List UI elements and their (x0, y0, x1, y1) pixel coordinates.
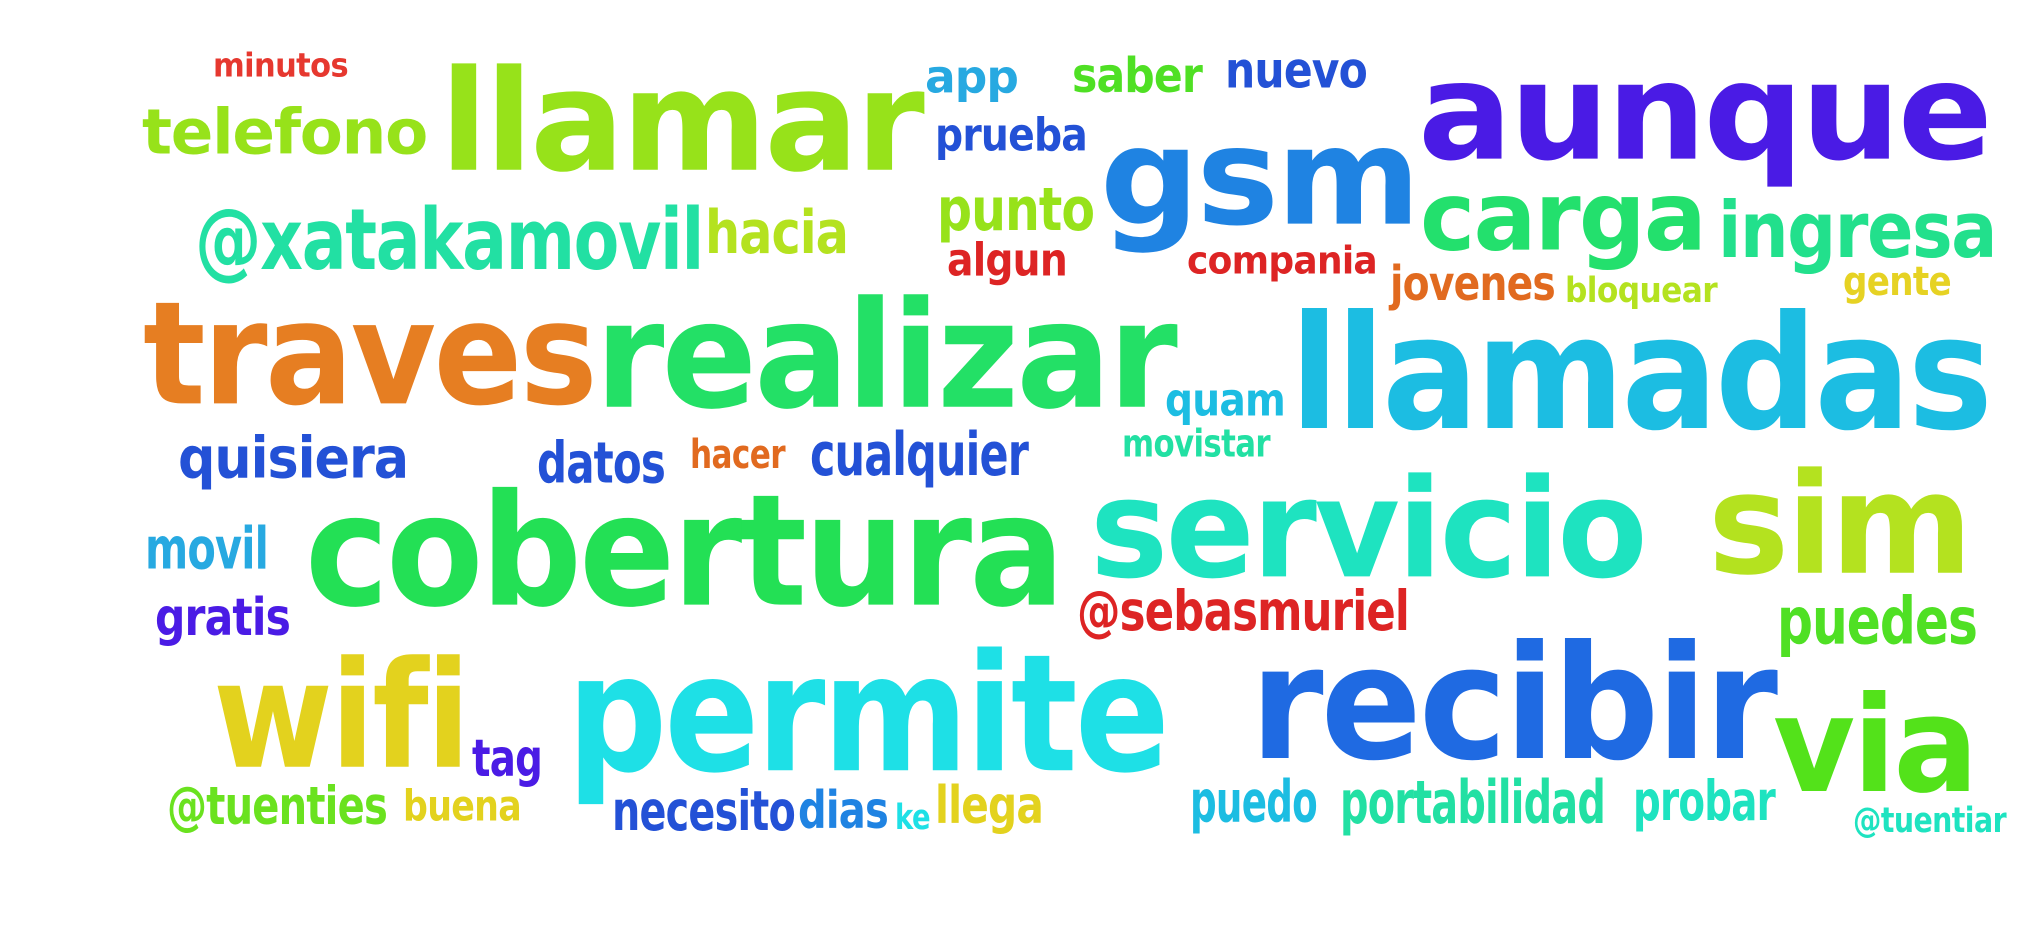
word-app: app (925, 50, 1019, 104)
word-movistar: movistar (1122, 420, 1271, 466)
word-sebasmuriel: @sebasmuriel (1077, 579, 1410, 644)
word-servicio: servicio (1090, 450, 1648, 610)
word-dias: dias (798, 780, 889, 841)
word-portabilidad: portabilidad (1340, 767, 1606, 838)
word-quam: quam (1165, 373, 1286, 427)
word-tag: tag (472, 728, 543, 789)
word-necesito: necesito (612, 779, 796, 844)
word-prueba: prueba (935, 108, 1088, 162)
word-llega: llega (935, 775, 1044, 836)
word-realizar: realizar (595, 270, 1178, 443)
word-bloquear: bloquear (1565, 269, 1718, 311)
word-gsm: gsm (1100, 98, 1421, 256)
word-cobertura: cobertura (305, 461, 1065, 642)
word-telefono: telefono (142, 96, 428, 169)
word-datos: datos (537, 429, 666, 497)
word-jovenes: jovenes (1390, 255, 1556, 312)
word-tuenties: @tuenties (167, 774, 388, 837)
word-quisiera: quisiera (178, 424, 409, 492)
word-movil: movil (145, 514, 269, 583)
word-buena: buena (403, 780, 522, 831)
word-puedo: puedo (1190, 767, 1318, 836)
word-puedes: puedes (1777, 584, 1978, 660)
word-llamar: llamar (440, 40, 925, 203)
word-traves: traves (143, 270, 598, 438)
word-permite: permite (567, 619, 1170, 810)
word-algun: algun (947, 233, 1068, 287)
word-wifi: wifi (213, 630, 471, 803)
word-gratis: gratis (155, 587, 291, 648)
word-xatakamovil: @xatakamovil (195, 190, 704, 290)
word-via: via (1773, 668, 1979, 824)
word-aunque: aunque (1418, 33, 1993, 191)
word-hacia: hacia (705, 197, 849, 268)
word-gente: gente (1843, 258, 1952, 306)
word-minutos: minutos (213, 46, 349, 85)
word-llamadas: llamadas (1290, 281, 1993, 466)
word-sim: sim (1708, 443, 1973, 606)
word-recibir: recibir (1250, 611, 1778, 796)
word-carga: carga (1420, 162, 1707, 273)
word-tuentiar: @tuentiar (1853, 799, 2007, 841)
word-punto: punto (937, 174, 1095, 245)
word-ke: ke (895, 796, 931, 838)
word-nuevo: nuevo (1225, 40, 1368, 100)
word-probar: probar (1633, 769, 1776, 834)
word-cualquier: cualquier (810, 419, 1029, 490)
word-saber: saber (1072, 47, 1203, 104)
word-ingresa: ingresa (1718, 185, 1997, 276)
word-compania: compania (1187, 237, 1378, 283)
word-hacer: hacer (690, 431, 786, 479)
